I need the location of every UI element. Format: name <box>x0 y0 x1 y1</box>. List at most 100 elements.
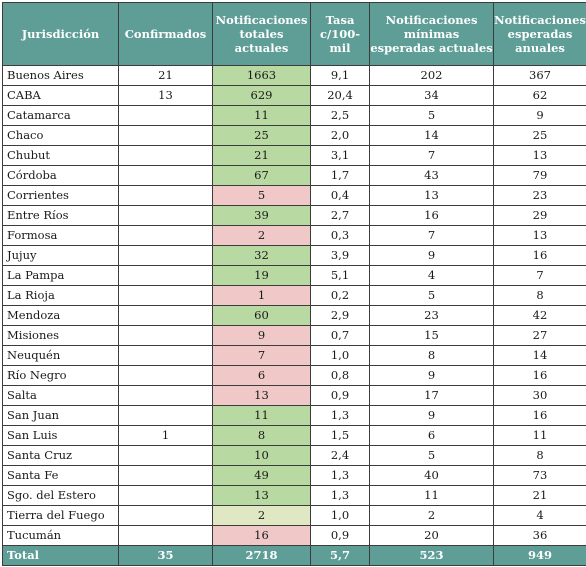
total-confirmados: 35 <box>118 545 213 566</box>
cell-notificaciones: 7 <box>212 345 311 366</box>
cell-anuales: 16 <box>493 405 586 426</box>
cell-confirmados <box>118 445 213 466</box>
cell-jurisdiccion: Tucumán <box>2 525 119 546</box>
cell-tasa: 3,1 <box>310 145 370 166</box>
cell-anuales: 13 <box>493 225 586 246</box>
cell-confirmados <box>118 105 213 126</box>
cell-tasa: 1,7 <box>310 165 370 186</box>
cell-minimas: 6 <box>369 425 494 446</box>
cell-jurisdiccion: Catamarca <box>2 105 119 126</box>
cell-jurisdiccion: Misiones <box>2 325 119 346</box>
cell-anuales: 13 <box>493 145 586 166</box>
table-row: CABA 13 629 20,4 34 62 <box>2 85 586 106</box>
cell-jurisdiccion: Jujuy <box>2 245 119 266</box>
cell-confirmados: 21 <box>118 65 213 86</box>
cell-minimas: 9 <box>369 405 494 426</box>
header-confirmados: Confirmados <box>118 2 213 66</box>
table-row: Santa Fe 49 1,3 40 73 <box>2 465 586 486</box>
cell-anuales: 25 <box>493 125 586 146</box>
cell-anuales: 27 <box>493 325 586 346</box>
cell-notificaciones: 67 <box>212 165 311 186</box>
table-body: Buenos Aires 21 1663 9,1 202 367 CABA 13 629 20,4… <box>2 65 586 546</box>
cell-notificaciones: 11 <box>212 405 311 426</box>
cell-tasa: 1,3 <box>310 405 370 426</box>
table-row: Buenos Aires 21 1663 9,1 202 367 <box>2 65 586 86</box>
total-row: Total 35 2718 5,7 523 949 <box>2 545 586 566</box>
cell-anuales: 21 <box>493 485 586 506</box>
cell-notificaciones: 13 <box>212 385 311 406</box>
header-row: Jurisdicción Confirmados Notificaciones … <box>2 2 586 66</box>
cell-minimas: 23 <box>369 305 494 326</box>
table-row: La Pampa 19 5,1 4 7 <box>2 265 586 286</box>
cell-anuales: 16 <box>493 365 586 386</box>
cell-anuales: 367 <box>493 65 586 86</box>
cell-confirmados <box>118 285 213 306</box>
table-row: Neuquén 7 1,0 8 14 <box>2 345 586 366</box>
cell-tasa: 20,4 <box>310 85 370 106</box>
cell-notificaciones: 10 <box>212 445 311 466</box>
cell-tasa: 2,4 <box>310 445 370 466</box>
header-notificaciones-minimas: Notificaciones mínimas esperadas actuale… <box>369 2 494 66</box>
total-tasa: 5,7 <box>310 545 370 566</box>
cell-confirmados <box>118 505 213 526</box>
cell-jurisdiccion: Tierra del Fuego <box>2 505 119 526</box>
cell-minimas: 4 <box>369 265 494 286</box>
cell-notificaciones: 9 <box>212 325 311 346</box>
cell-minimas: 43 <box>369 165 494 186</box>
cell-confirmados <box>118 305 213 326</box>
table-row: Río Negro 6 0,8 9 16 <box>2 365 586 386</box>
cell-jurisdiccion: Corrientes <box>2 185 119 206</box>
cell-minimas: 14 <box>369 125 494 146</box>
header-notificaciones-anuales: Notificaciones esperadas anuales <box>493 2 586 66</box>
table-row: La Rioja 1 0,2 5 8 <box>2 285 586 306</box>
cell-tasa: 5,1 <box>310 265 370 286</box>
table-row: Santa Cruz 10 2,4 5 8 <box>2 445 586 466</box>
cell-minimas: 2 <box>369 505 494 526</box>
cell-jurisdiccion: Entre Ríos <box>2 205 119 226</box>
cell-notificaciones: 11 <box>212 105 311 126</box>
total-minimas: 523 <box>369 545 494 566</box>
cell-tasa: 0,2 <box>310 285 370 306</box>
cell-tasa: 3,9 <box>310 245 370 266</box>
cell-tasa: 2,5 <box>310 105 370 126</box>
cell-confirmados <box>118 245 213 266</box>
cell-jurisdiccion: La Pampa <box>2 265 119 286</box>
table-row: Tucumán 16 0,9 20 36 <box>2 525 586 546</box>
cell-anuales: 4 <box>493 505 586 526</box>
cell-minimas: 9 <box>369 365 494 386</box>
cell-minimas: 17 <box>369 385 494 406</box>
cell-minimas: 13 <box>369 185 494 206</box>
table-row: Mendoza 60 2,9 23 42 <box>2 305 586 326</box>
table-row: Misiones 9 0,7 15 27 <box>2 325 586 346</box>
cell-jurisdiccion: Río Negro <box>2 365 119 386</box>
cell-tasa: 0,9 <box>310 525 370 546</box>
table-row: Corrientes 5 0,4 13 23 <box>2 185 586 206</box>
cell-anuales: 36 <box>493 525 586 546</box>
cell-confirmados <box>118 405 213 426</box>
cell-jurisdiccion: Salta <box>2 385 119 406</box>
cell-notificaciones: 16 <box>212 525 311 546</box>
cell-minimas: 15 <box>369 325 494 346</box>
header-tasa: Tasa c/100-mil <box>310 2 370 66</box>
cell-jurisdiccion: Mendoza <box>2 305 119 326</box>
cell-confirmados <box>118 145 213 166</box>
cell-minimas: 5 <box>369 445 494 466</box>
cell-tasa: 0,9 <box>310 385 370 406</box>
cell-notificaciones: 19 <box>212 265 311 286</box>
cell-tasa: 9,1 <box>310 65 370 86</box>
cell-notificaciones: 49 <box>212 465 311 486</box>
cell-jurisdiccion: Chubut <box>2 145 119 166</box>
cell-jurisdiccion: CABA <box>2 85 119 106</box>
header-jurisdiccion: Jurisdicción <box>2 2 119 66</box>
cell-notificaciones: 2 <box>212 225 311 246</box>
cell-notificaciones: 60 <box>212 305 311 326</box>
cell-notificaciones: 8 <box>212 425 311 446</box>
cell-notificaciones: 1663 <box>212 65 311 86</box>
table-row: Córdoba 67 1,7 43 79 <box>2 165 586 186</box>
cell-jurisdiccion: Santa Fe <box>2 465 119 486</box>
table-row: Catamarca 11 2,5 5 9 <box>2 105 586 126</box>
table-row: San Luis 1 8 1,5 6 11 <box>2 425 586 446</box>
cell-jurisdiccion: Sgo. del Estero <box>2 485 119 506</box>
table-row: Chubut 21 3,1 7 13 <box>2 145 586 166</box>
